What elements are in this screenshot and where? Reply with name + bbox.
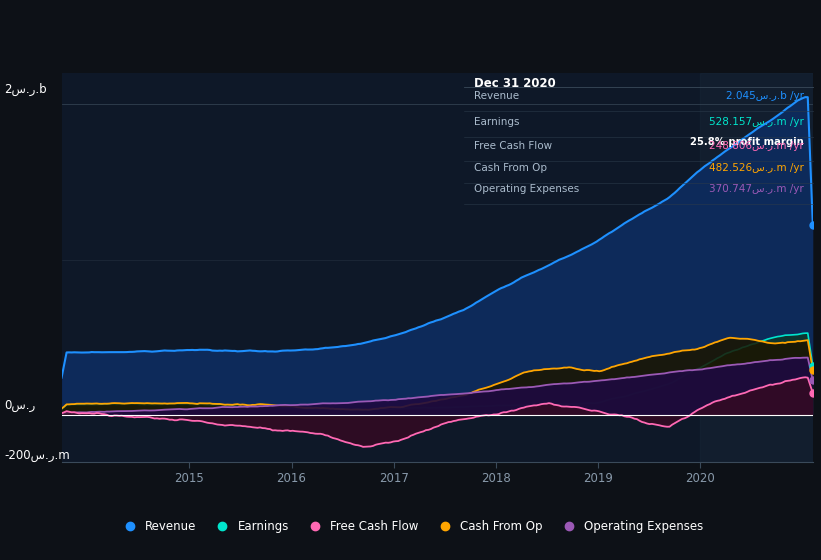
Text: 2.045س.ر.b /yr: 2.045س.ر.b /yr [726, 91, 804, 101]
Text: Cash From Op: Cash From Op [475, 163, 548, 173]
Text: 370.747س.ر.m /yr: 370.747س.ر.m /yr [709, 184, 804, 194]
Text: Earnings: Earnings [475, 117, 520, 127]
Text: 0س.ر: 0س.ر [4, 399, 35, 413]
Bar [700, 73, 813, 462]
Text: Free Cash Flow: Free Cash Flow [475, 141, 553, 151]
Text: 25.8% profit margin: 25.8% profit margin [690, 137, 804, 147]
Text: 248.806س.ر.m /yr: 248.806س.ر.m /yr [709, 141, 804, 151]
Text: 528.157س.ر.m /yr: 528.157س.ر.m /yr [709, 117, 804, 127]
Text: 2س.ر.b: 2س.ر.b [4, 82, 47, 96]
Text: 482.526س.ر.m /yr: 482.526س.ر.m /yr [709, 163, 804, 173]
Text: Operating Expenses: Operating Expenses [475, 184, 580, 194]
Text: Revenue: Revenue [475, 91, 520, 101]
Legend: Revenue, Earnings, Free Cash Flow, Cash From Op, Operating Expenses: Revenue, Earnings, Free Cash Flow, Cash … [113, 515, 708, 538]
Text: Dec 31 2020: Dec 31 2020 [475, 77, 556, 90]
Text: -200س.ر.m: -200س.ر.m [4, 449, 70, 462]
